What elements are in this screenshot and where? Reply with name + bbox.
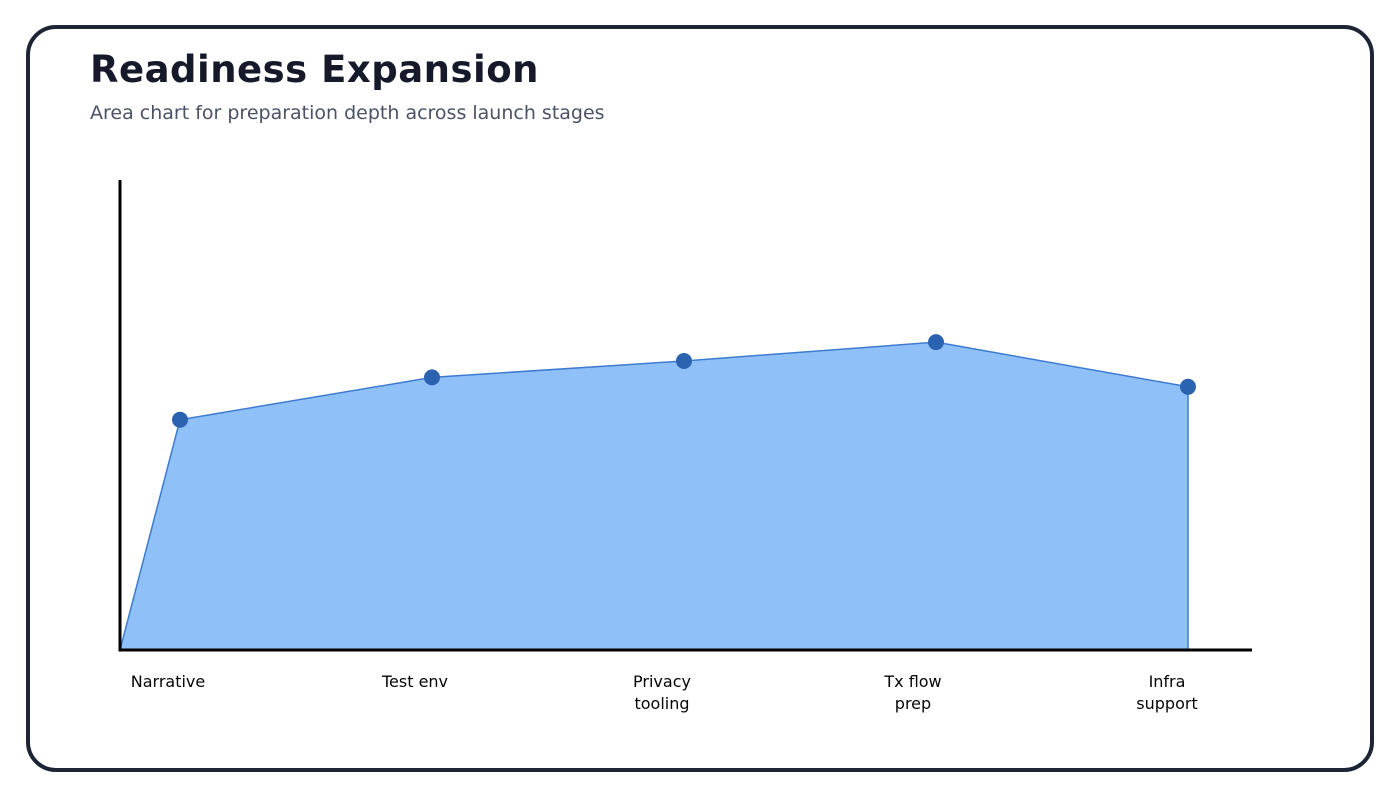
data-point bbox=[676, 352, 692, 369]
x-tick-label: Narrative bbox=[131, 672, 205, 691]
page-subtitle: Area chart for preparation depth across … bbox=[90, 102, 605, 124]
area-series bbox=[119, 341, 1189, 651]
x-tick-label: Privacy tooling bbox=[633, 672, 691, 713]
data-point bbox=[172, 411, 188, 428]
data-point bbox=[928, 334, 944, 351]
x-tick-label: Test env bbox=[381, 672, 448, 691]
x-tick-label: Infra support bbox=[1136, 672, 1197, 713]
data-point bbox=[424, 369, 440, 386]
page-title: Readiness Expansion bbox=[90, 48, 539, 91]
x-tick-label: Tx flow prep bbox=[883, 672, 941, 713]
data-point bbox=[1180, 378, 1196, 395]
